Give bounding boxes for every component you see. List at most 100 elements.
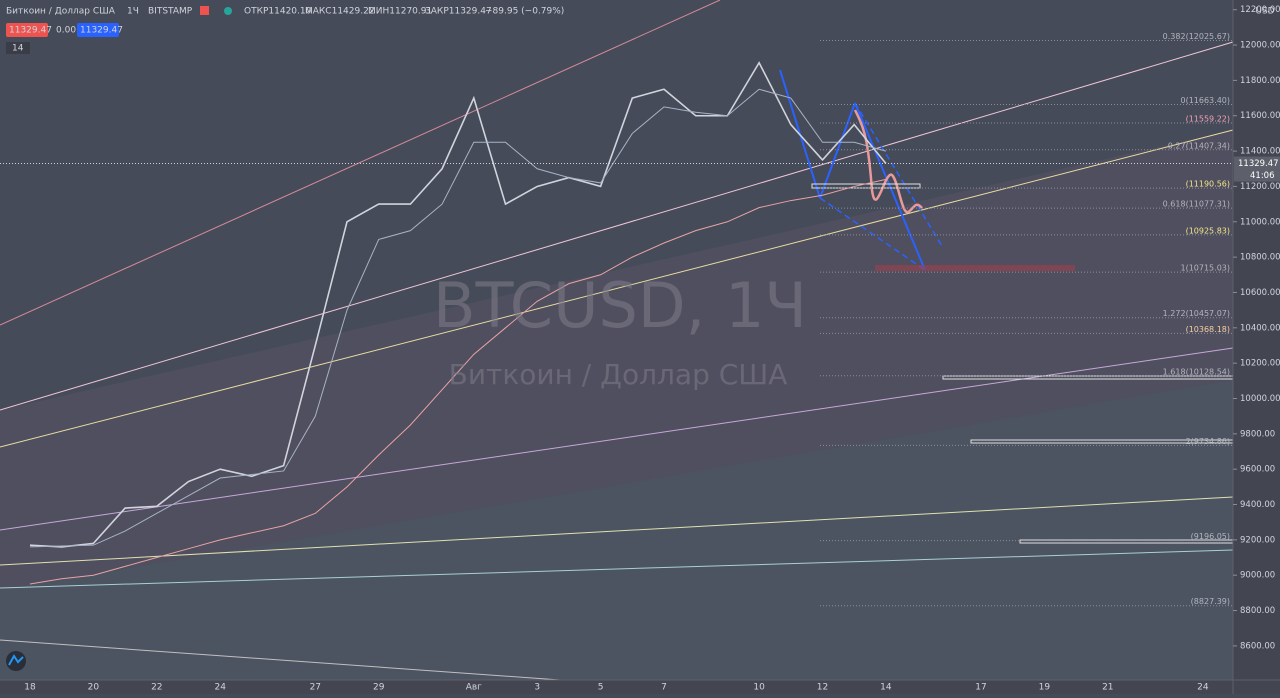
x-tick-label: Авг — [466, 683, 482, 693]
projection — [854, 102, 926, 271]
level-label: 1(10715.03) — [1180, 264, 1230, 273]
y-tick-label: 11800.00 — [1240, 76, 1280, 86]
marks — [0, 40, 1233, 607]
countdown: 41:06 — [1250, 171, 1275, 181]
trend-line — [0, 129, 1234, 448]
x-tick-label: 17 — [975, 683, 986, 693]
y-tick-label: 11000.00 — [1240, 217, 1280, 227]
x-tick-label: 24 — [1197, 683, 1209, 693]
x-tick-label: 3 — [534, 683, 540, 693]
y-tick-label: 9200.00 — [1240, 535, 1275, 545]
x-tick-label: 22 — [151, 683, 162, 693]
interval: 1Ч — [127, 7, 139, 17]
spread: 0.00 — [56, 26, 76, 36]
ohlc: МИН11270.91 — [368, 7, 432, 17]
level-label: 0.382(12025.67) — [1163, 32, 1230, 41]
level-label: 1.618(10128.54) — [1163, 367, 1230, 376]
projection — [819, 102, 856, 199]
x-tick-label: 7 — [661, 683, 667, 693]
price-line — [29, 178, 887, 585]
y-axis — [1233, 0, 1280, 694]
y-tick-label: 11600.00 — [1240, 111, 1280, 121]
level-label: (9196.05) — [1191, 532, 1230, 541]
y-tick-label: 10200.00 — [1240, 359, 1280, 369]
level-label: 0(11663.40) — [1180, 96, 1230, 105]
currency: USD — [1255, 7, 1274, 17]
logo — [8, 654, 24, 666]
level-label: (8827.39) — [1191, 597, 1230, 606]
trend-line — [0, 347, 1234, 531]
projection — [854, 102, 943, 247]
x-tick-label: 27 — [310, 683, 321, 693]
y-tick-label: 9400.00 — [1240, 500, 1275, 510]
ohlc: −89.95 (−0.79%) — [485, 7, 564, 17]
x-tick-label: 29 — [373, 683, 385, 693]
x-tick-label: 14 — [880, 683, 892, 693]
trend-line — [0, 0, 721, 326]
header: Биткоин / Доллар США 1Ч BITSTAMP ОТКР114… — [6, 6, 564, 54]
level-label: 1.272(10457.07) — [1163, 309, 1230, 318]
y-tick-label: 9600.00 — [1240, 465, 1275, 475]
x-axis — [0, 680, 1280, 694]
ask: 11329.47 — [80, 26, 123, 36]
projection — [819, 197, 926, 271]
trend-line — [0, 496, 1234, 566]
y-tick-label: 10000.00 — [1240, 394, 1280, 404]
price-line — [29, 88, 887, 548]
y-tick-label: 11200.00 — [1240, 182, 1280, 192]
watermark: BTCUSD, 1Ч — [433, 269, 807, 342]
logo — [6, 651, 26, 671]
y-tick-label: 8600.00 — [1240, 641, 1275, 651]
bid-box[interactable] — [6, 23, 48, 37]
x-tick-label: 20 — [88, 683, 100, 693]
symbol: Биткоин / Доллар США — [6, 7, 116, 17]
icon — [224, 7, 232, 15]
trend-line — [0, 639, 561, 681]
y-tick-label: 12000.00 — [1240, 41, 1280, 51]
bid: 11329.47 — [9, 26, 52, 36]
level-label: 0.618(11077.31) — [1163, 200, 1230, 209]
x-tick-label: 10 — [753, 683, 765, 693]
projection — [853, 109, 923, 214]
level-label: 0.27(11407.34) — [1168, 141, 1230, 150]
ohlc: МАКС11429.22 — [305, 7, 375, 17]
level-label: (11190.56) — [1186, 180, 1230, 189]
y-tick-label: 10800.00 — [1240, 253, 1280, 263]
icon[interactable] — [200, 6, 209, 15]
level-label: 2(9734.86) — [1186, 437, 1230, 446]
indicators-toggle[interactable] — [6, 42, 30, 54]
y-tick-label: 9000.00 — [1240, 571, 1275, 581]
y-tick-label: 12200.00 — [1240, 5, 1280, 15]
trend-line — [0, 549, 1234, 589]
channel-fill — [0, 380, 1233, 680]
x-tick-label: 24 — [214, 683, 226, 693]
trend-line — [0, 41, 1234, 411]
plot-bg — [0, 0, 1233, 680]
y-tick-label: 10400.00 — [1240, 323, 1280, 333]
y-tick-label: 9800.00 — [1240, 429, 1275, 439]
price-line — [29, 61, 887, 548]
y-tick-label: 10600.00 — [1240, 288, 1280, 298]
zone — [875, 265, 1075, 271]
level-label: (11559.22) — [1186, 114, 1230, 123]
last-price-tag — [1234, 156, 1280, 182]
channel-fill — [0, 130, 1233, 590]
level-label: (10925.83) — [1186, 226, 1230, 235]
y-tick-label: 8800.00 — [1240, 606, 1275, 616]
x-tick-label: 5 — [598, 683, 604, 693]
ohlc: ЗАКР11329.47 — [425, 7, 492, 17]
ohlc: ОТКР11420.10 — [244, 7, 312, 17]
exchange: BITSTAMP — [148, 7, 193, 17]
x-tick-label: 18 — [24, 683, 36, 693]
y-tick-label: 11400.00 — [1240, 147, 1280, 157]
x-tick-label: 19 — [1039, 683, 1051, 693]
last-price-label: 11329.47 — [1238, 159, 1279, 169]
x-tick-label: 12 — [817, 683, 828, 693]
level-label: (10368.18) — [1186, 325, 1230, 334]
x-tick-label: 21 — [1102, 683, 1113, 693]
ask-box[interactable] — [77, 23, 119, 37]
indicator-count: 14 — [12, 44, 24, 54]
watermark: Биткоин / Доллар США — [449, 358, 788, 391]
